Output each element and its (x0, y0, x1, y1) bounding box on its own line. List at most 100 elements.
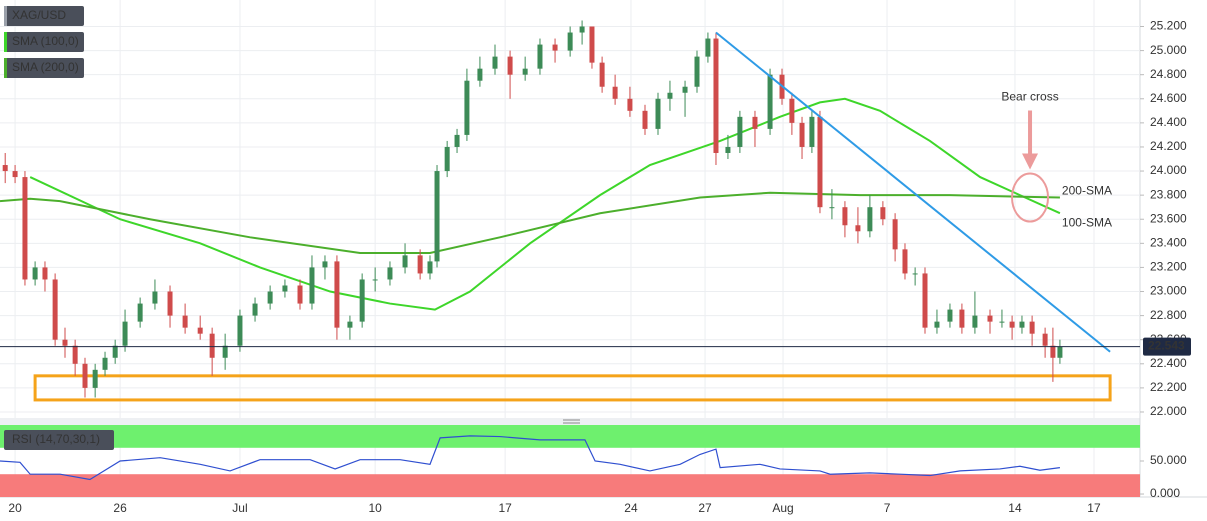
sma-label: 100-SMA (1062, 215, 1112, 229)
legend-swatch (4, 32, 7, 52)
candle-body (1019, 321, 1025, 328)
candle-body (1042, 333, 1048, 346)
candle-body (402, 255, 408, 268)
last-price-label: 22.543 (1148, 339, 1185, 353)
y-tick-label: 24.400 (1150, 115, 1187, 129)
x-tick-label: 14 (1008, 501, 1022, 515)
x-tick-label: 27 (698, 501, 712, 515)
legend-swatch (4, 6, 7, 26)
candle-body (507, 56, 513, 75)
candle-body (282, 285, 288, 292)
candle-body (309, 267, 315, 304)
sma-line (29, 97, 1061, 311)
candle-body (444, 146, 450, 172)
legend-swatch (4, 58, 7, 78)
last-price-box (1143, 337, 1191, 356)
candle-body (334, 261, 340, 328)
candle-body (522, 68, 528, 75)
candle-body (152, 291, 158, 304)
candle-body (297, 285, 303, 304)
x-tick-label: Jul (232, 501, 247, 515)
candle-body (454, 134, 460, 147)
candle-body (667, 92, 673, 99)
x-tick-label: 7 (884, 501, 891, 515)
candle-body (552, 44, 558, 51)
candle-body (999, 321, 1005, 323)
candle-body (752, 116, 758, 129)
bear-cross-circle (1011, 172, 1050, 223)
legend-label: SMA (100,0) (12, 34, 79, 48)
candle-body (959, 309, 965, 328)
candle-body (809, 116, 815, 147)
candle-body (1057, 346, 1063, 358)
y-tick-label: 23.800 (1150, 187, 1187, 201)
candle-body (599, 62, 605, 87)
legend-box (4, 58, 84, 78)
candle-body (347, 321, 353, 328)
y-tick-label: 22.800 (1150, 308, 1187, 322)
candle-body (1050, 345, 1056, 358)
candle-body (589, 26, 595, 63)
y-tick-label: 23.400 (1150, 236, 1187, 250)
candle-body (767, 74, 773, 129)
candle-body (579, 26, 585, 33)
candle-body (725, 146, 731, 153)
candle-body (2, 165, 8, 172)
candle-body (434, 171, 440, 262)
y-tick-label: 24.200 (1150, 139, 1187, 153)
x-tick-label: 20 (8, 501, 22, 515)
y-tick-label: 24.800 (1150, 67, 1187, 81)
candle-body (922, 273, 928, 328)
candle-body (22, 177, 28, 280)
candle-body (1009, 321, 1015, 328)
candle-body (682, 86, 688, 93)
x-tick-label: Aug (772, 501, 793, 515)
candle-body (829, 207, 835, 209)
candle-body (972, 315, 978, 328)
y-tick-label: 24.000 (1150, 163, 1187, 177)
candle-body (102, 357, 108, 370)
candle-body (32, 267, 38, 280)
legend-label: SMA (200,0) (12, 60, 79, 74)
candle-body (322, 261, 328, 268)
rsi-line (0, 435, 1061, 481)
candle-body (987, 315, 993, 322)
candle-body (427, 261, 433, 274)
sma-label: 200-SMA (1062, 184, 1112, 198)
candle-body (359, 279, 365, 322)
x-tick-label: 10 (368, 501, 382, 515)
x-tick-label: 17 (498, 501, 512, 515)
candle-body (182, 315, 188, 328)
y-tick-label: 25.000 (1150, 43, 1187, 57)
candle-body (72, 345, 78, 364)
candle-body (737, 116, 743, 147)
candle-body (167, 291, 173, 316)
candle-body (477, 68, 483, 81)
bear-cross-label: Bear cross (1001, 90, 1058, 104)
candle-body (464, 80, 470, 135)
candle-body (122, 321, 128, 346)
y-tick-label: 23.000 (1150, 284, 1187, 298)
y-tick-label: 50.000 (1150, 453, 1187, 467)
y-tick-label: 22.000 (1150, 404, 1187, 418)
sma-line (0, 191, 1060, 254)
y-tick-label: 23.600 (1150, 211, 1187, 225)
y-tick-label: 22.200 (1150, 380, 1187, 394)
candle-body (867, 207, 873, 232)
y-tick-label: 22.400 (1150, 356, 1187, 370)
legend-box (4, 430, 114, 450)
trend-line (715, 31, 1111, 353)
candle-body (52, 279, 58, 340)
panel-divider (0, 418, 1140, 425)
legend-box (4, 6, 84, 26)
candle-body (537, 44, 543, 69)
candle-body (612, 86, 618, 99)
candle-body (799, 122, 805, 147)
candle-body (92, 369, 98, 388)
candle-body (12, 171, 18, 178)
candle-body (902, 249, 908, 274)
candle-body (642, 110, 648, 129)
candle-body (880, 207, 886, 220)
x-tick-label: 24 (624, 501, 638, 515)
